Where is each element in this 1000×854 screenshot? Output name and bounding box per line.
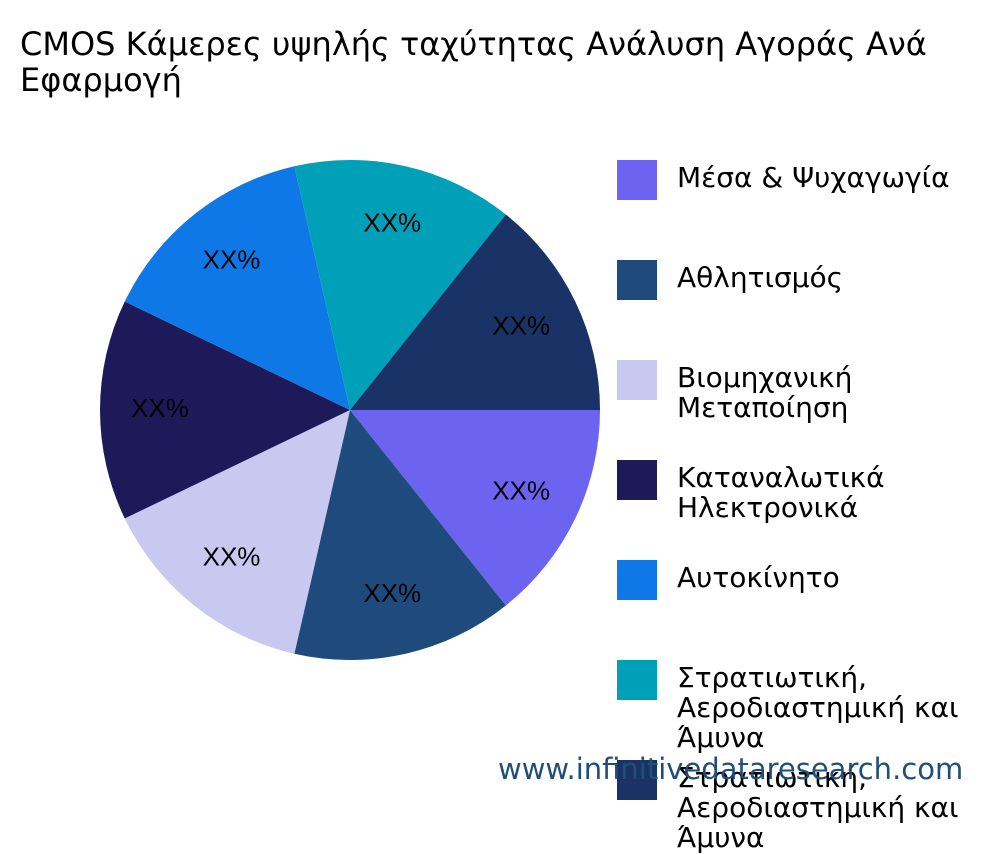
legend-swatch: [617, 160, 657, 200]
legend-swatch: [617, 360, 657, 400]
pie-slice: [294, 159, 506, 410]
legend-label: Καταναλωτικά Ηλεκτρονικά: [677, 461, 885, 524]
legend-swatch: [617, 760, 657, 800]
pie-slice: [124, 410, 350, 654]
chart: XX% XX% XX% XX% XX% XX% XX%: [100, 159, 657, 800]
watermark: www.infinitivedataresearch.com: [498, 752, 964, 786]
data-label: XX%: [131, 393, 189, 423]
data-label: XX%: [492, 475, 550, 505]
legend-label: Βιομηχανική Μεταποίηση: [677, 361, 853, 424]
legend-swatch: [617, 460, 657, 500]
data-label: XX%: [363, 578, 421, 608]
data-label: XX%: [203, 244, 261, 274]
pie-slice: [100, 301, 350, 519]
legend-swatch: [617, 260, 657, 300]
pie-slice: [350, 410, 600, 606]
legend-label: Αυτοκίνητο: [677, 561, 840, 594]
page: {"chart_data": {"type": "pie", "title": …: [20, 25, 964, 853]
data-label: XX%: [363, 208, 421, 238]
data-label: XX%: [492, 310, 550, 340]
legend-label: Στρατιωτική, Αεροδιαστημική και Άμυνα: [677, 661, 959, 754]
legend-label: Αθλητισμός: [677, 261, 844, 294]
pie-slice: [350, 214, 600, 410]
chart-title: CMOS Κάμερες υψηλής ταχύτητας Ανάλυση Αγ…: [20, 25, 927, 99]
pie-slice: [294, 410, 506, 661]
data-label: XX%: [203, 541, 261, 571]
legend-label: Μέσα & Ψυχαγωγία: [677, 161, 950, 194]
legend-swatch: [617, 560, 657, 600]
legend-swatch: [617, 660, 657, 700]
pie-slice: [124, 166, 350, 410]
